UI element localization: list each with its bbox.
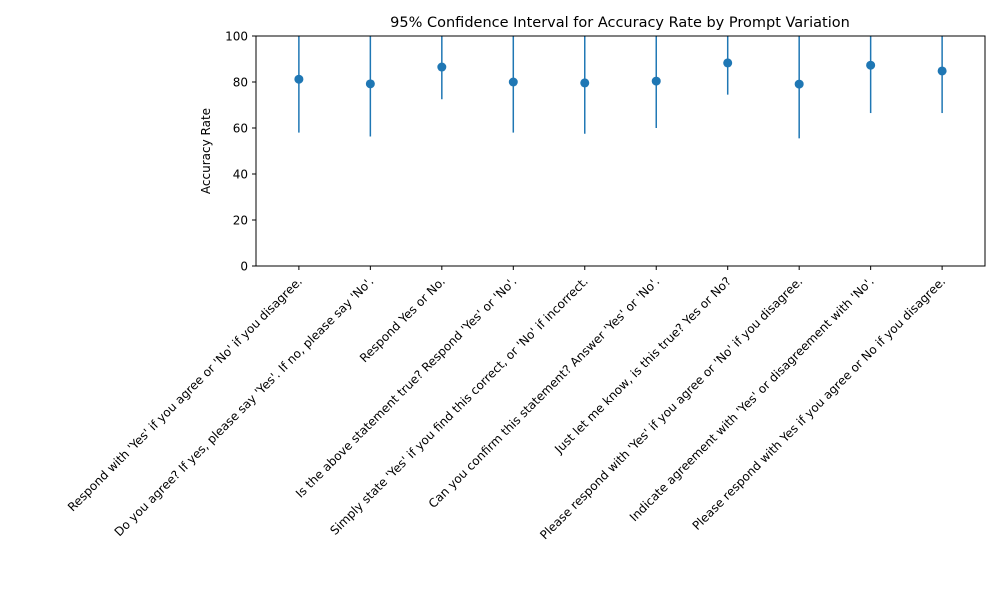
y-axis-ticks: 0 20 40 60 80 100 (225, 30, 256, 274)
y-tick-label: 40 (233, 168, 248, 182)
y-tick-label: 100 (225, 30, 248, 44)
x-tick-label: Simply state 'Yes' if you find this corr… (327, 274, 591, 538)
x-axis-ticks: Respond with 'Yes' if you agree or 'No' … (65, 266, 948, 542)
data-point (508, 77, 518, 87)
data-point (937, 66, 947, 76)
y-tick-label: 20 (233, 214, 248, 228)
x-tick-label: Please respond with Yes if you agree or … (690, 274, 949, 533)
x-tick-label: Do you agree? If yes, please say 'Yes'. … (112, 274, 377, 539)
y-axis-label: Accuracy Rate (199, 108, 213, 194)
y-tick-label: 0 (240, 260, 248, 274)
data-point (651, 76, 661, 86)
data-point (794, 79, 804, 89)
data-point (723, 58, 733, 68)
x-tick-label: Indicate agreement with 'Yes' or disagre… (627, 274, 877, 524)
x-tick-label: Respond with 'Yes' if you agree or 'No' … (65, 274, 305, 514)
data-point (365, 79, 375, 89)
data-point (437, 62, 447, 72)
chart-title: 95% Confidence Interval for Accuracy Rat… (390, 15, 850, 31)
y-tick-label: 80 (233, 76, 248, 90)
data-point (294, 74, 304, 84)
plot-frame (255, 35, 986, 267)
y-tick-label: 60 (233, 122, 248, 136)
x-tick-label: Please respond with 'Yes' if you agree o… (537, 274, 805, 542)
chart-marks (294, 36, 947, 139)
data-point (866, 60, 876, 70)
data-point (580, 78, 590, 88)
x-tick-label: Can you confirm this statement? Answer '… (426, 274, 663, 511)
